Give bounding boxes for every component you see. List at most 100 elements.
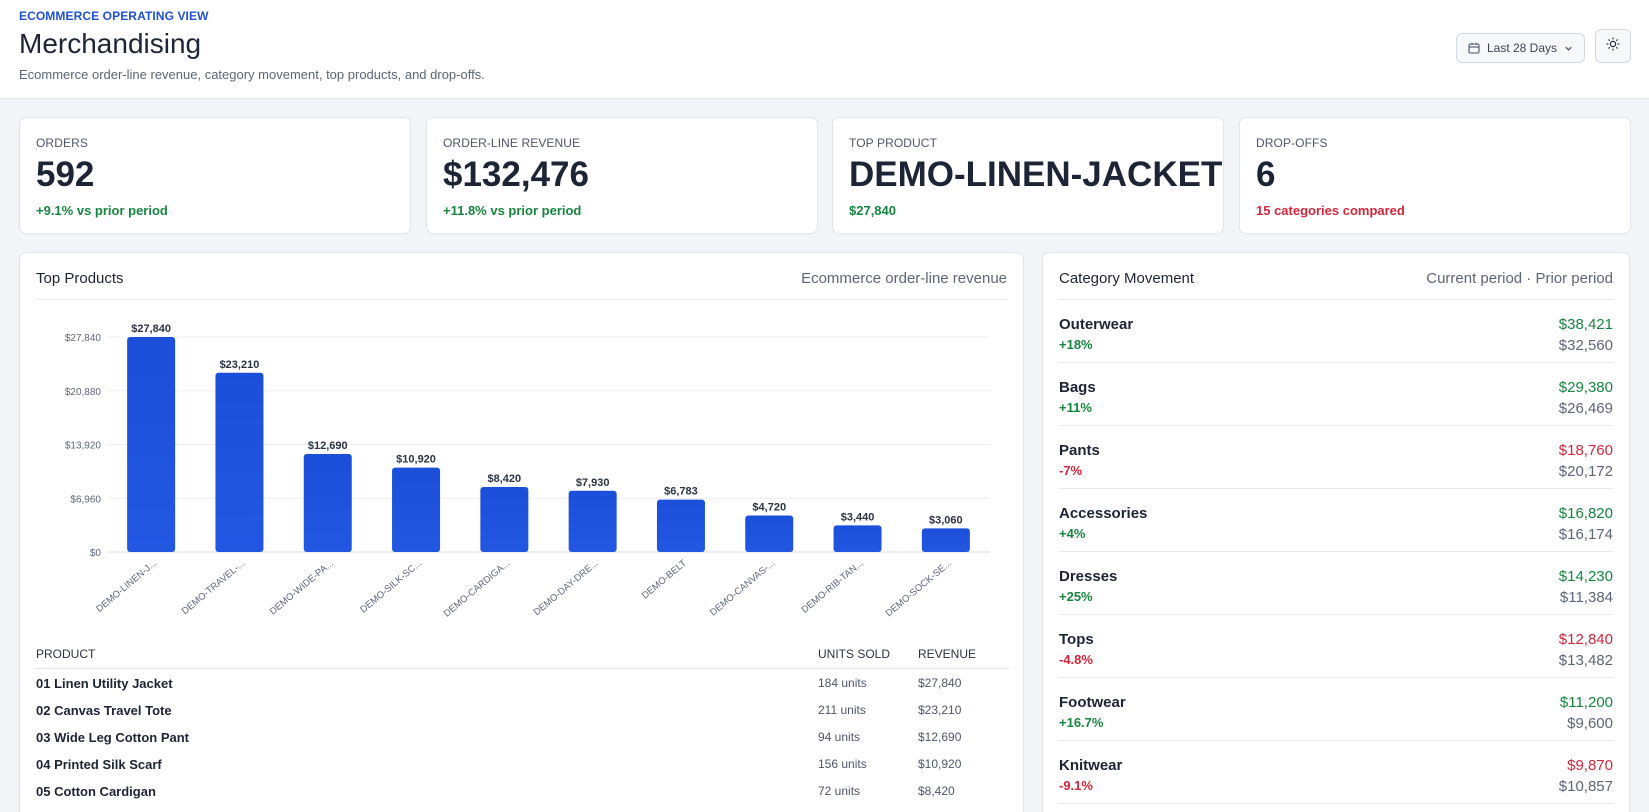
kpi-label: TOP PRODUCT — [849, 136, 938, 150]
panel-meta: Ecommerce order-line revenue — [801, 270, 1007, 287]
bar-value-label: $4,720 — [752, 502, 786, 514]
table-row[interactable]: 01 Linen Utility Jacket 184 units $27,84… — [36, 669, 1009, 696]
category-change: +11% — [1059, 400, 1092, 415]
category-change: -9.1% — [1059, 778, 1093, 793]
kpi-label: DROP-OFFS — [1256, 136, 1328, 150]
page-subtitle: Ecommerce order-line revenue, category m… — [19, 67, 485, 82]
prior-period-value: $32,560 — [1558, 337, 1613, 354]
current-period-value: $16,820 — [1558, 505, 1613, 522]
bar-value-label: $10,920 — [396, 454, 436, 466]
table-header: PRODUCT UNITS SOLD REVENUE — [36, 641, 1009, 669]
list-item[interactable]: Accessories +4% $16,820 $16,174 — [1059, 489, 1613, 552]
x-tick-label: DEMO-BELT — [640, 558, 689, 602]
prior-period-value: $13,482 — [1558, 652, 1613, 669]
table-row[interactable]: 04 Printed Silk Scarf 156 units $10,920 — [36, 750, 1009, 777]
product-name: 02 Canvas Travel Tote — [36, 703, 172, 718]
bar — [303, 453, 352, 552]
y-tick-label: $20,880 — [65, 387, 102, 398]
product-name: 04 Printed Silk Scarf — [36, 757, 162, 772]
x-tick-label: DEMO-TRAVEL-... — [180, 558, 248, 617]
category-change: +18% — [1059, 337, 1093, 352]
y-tick-label: $27,840 — [65, 333, 102, 344]
bar — [215, 372, 264, 552]
eyebrow-label: ECOMMERCE OPERATING VIEW — [19, 9, 209, 23]
list-item[interactable]: Pants -7% $18,760 $20,172 — [1059, 426, 1613, 489]
bar-value-label: $8,420 — [488, 473, 522, 485]
prior-period-value: $16,174 — [1558, 526, 1613, 543]
kpi-label: ORDER-LINE REVENUE — [443, 136, 581, 150]
category-change: +25% — [1059, 589, 1093, 604]
bar — [745, 515, 794, 552]
units-sold: 72 units — [818, 784, 861, 798]
x-tick-label: DEMO-RIB-TAN... — [800, 558, 866, 616]
bar — [480, 486, 529, 552]
date-range-label: Last 28 Days — [1486, 41, 1558, 55]
column-header-product: PRODUCT — [36, 647, 96, 661]
bar — [656, 499, 705, 552]
category-name: Tops — [1059, 631, 1094, 648]
list-item[interactable]: Tops -4.8% $12,840 $13,482 — [1059, 615, 1613, 678]
bar — [921, 528, 970, 552]
x-tick-label: DEMO-CANVAS-... — [708, 558, 777, 619]
list-item[interactable]: Footwear +16.7% $11,200 $9,600 — [1059, 678, 1613, 741]
table-row[interactable]: 03 Wide Leg Cotton Pant 94 units $12,690 — [36, 723, 1009, 750]
theme-toggle-button[interactable] — [1595, 29, 1631, 63]
y-tick-label: $6,960 — [70, 494, 101, 505]
top-products-panel: Top Products Ecommerce order-line revenu… — [19, 252, 1024, 812]
kpi-delta: $27,840 — [849, 203, 896, 218]
kpi-delta: 15 categories compared — [1256, 203, 1405, 218]
column-header-units: UNITS SOLD — [818, 647, 891, 661]
category-name: Bags — [1059, 379, 1096, 396]
prior-period-value: $20,172 — [1558, 463, 1613, 480]
kpi-label: ORDERS — [36, 136, 88, 150]
panel-header: Top Products Ecommerce order-line revenu… — [36, 253, 1007, 300]
sun-icon — [1606, 37, 1620, 56]
date-range-dropdown[interactable]: Last 28 Days — [1456, 33, 1585, 63]
bar-value-label: $7,930 — [576, 477, 610, 489]
product-name: 05 Cotton Cardigan — [36, 784, 156, 799]
column-header-revenue: REVENUE — [918, 647, 977, 661]
units-sold: 156 units — [818, 757, 867, 771]
category-list: Outerwear +18% $38,421 $32,560 Bags +11%… — [1059, 300, 1613, 804]
product-name: 03 Wide Leg Cotton Pant — [36, 730, 189, 745]
list-item[interactable]: Outerwear +18% $38,421 $32,560 — [1059, 300, 1613, 363]
top-products-table: PRODUCT UNITS SOLD REVENUE 01 Linen Util… — [36, 641, 1009, 804]
table-row[interactable]: 02 Canvas Travel Tote 211 units $23,210 — [36, 696, 1009, 723]
bar-value-label: $23,210 — [220, 359, 260, 371]
bar-value-label: $12,690 — [308, 440, 348, 452]
current-period-value: $38,421 — [1558, 316, 1613, 333]
revenue: $23,210 — [918, 703, 962, 717]
x-tick-label: DEMO-SILK-SC... — [358, 558, 424, 616]
prior-period-value: $26,469 — [1558, 400, 1613, 417]
current-period-value: $11,200 — [1559, 694, 1613, 711]
units-sold: 211 units — [818, 703, 866, 717]
prior-period-value: $10,857 — [1558, 778, 1613, 795]
bar — [127, 337, 176, 552]
current-period-value: $12,840 — [1558, 631, 1613, 648]
bar-value-label: $6,783 — [664, 486, 698, 498]
bar — [392, 467, 441, 552]
revenue: $8,420 — [918, 784, 955, 798]
list-item[interactable]: Bags +11% $29,380 $26,469 — [1059, 363, 1613, 426]
current-period-value: $14,230 — [1558, 568, 1613, 585]
prior-period-value: $11,384 — [1559, 589, 1613, 606]
category-name: Knitwear — [1059, 757, 1123, 774]
kpi-value: 592 — [36, 155, 95, 194]
bar-value-label: $3,440 — [841, 511, 875, 523]
category-change: +4% — [1059, 526, 1086, 541]
list-item[interactable]: Knitwear -9.1% $9,870 $10,857 — [1059, 741, 1613, 804]
kpi-delta: +11.8% vs prior period — [443, 203, 582, 218]
list-item[interactable]: Dresses +25% $14,230 $11,384 — [1059, 552, 1613, 615]
revenue: $12,690 — [918, 730, 962, 744]
top-products-bar-chart: $0 $6,960 $13,920 $20,880 $27,840 $27,840 DEMO… — [65, 323, 990, 620]
page-title: Merchandising — [19, 28, 202, 59]
category-change: +16.7% — [1059, 715, 1104, 730]
chevron-down-icon — [1564, 44, 1573, 53]
x-tick-label: DEMO-DAY-DRE... — [532, 558, 601, 618]
category-movement-panel: Category Movement Current period · Prior… — [1042, 252, 1630, 812]
current-period-value: $18,760 — [1558, 442, 1613, 459]
category-name: Footwear — [1059, 694, 1126, 711]
category-name: Pants — [1059, 442, 1100, 459]
table-row[interactable]: 05 Cotton Cardigan 72 units $8,420 — [36, 777, 1009, 804]
category-change: -4.8% — [1059, 652, 1093, 667]
